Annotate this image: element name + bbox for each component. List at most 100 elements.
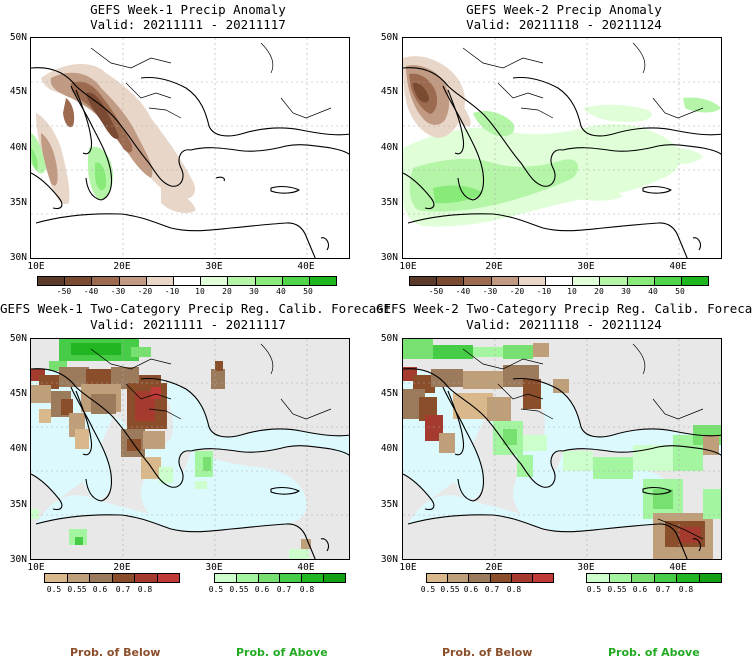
colorbar-swatch [228,277,256,285]
above-colorbar [586,573,722,583]
colorbar-tick: 10 [195,287,205,296]
colorbar-tick: 0.5 [586,585,602,594]
lon-label: 30E [577,562,595,573]
lat-label: 35N [380,499,398,510]
colorbar-ticks: -50 -40 -30 -20 -10 10 20 30 40 50 [37,287,337,297]
colorbar-tick: 0.5 [208,585,224,594]
lon-label: 40E [669,261,687,272]
below-colorbar [426,573,554,583]
colorbar-tick: -20 [137,287,153,296]
lat-label: 30N [380,252,398,263]
panel-title: GEFS Week-2 Two-Category Precip Reg. Cal… [376,301,752,316]
panel-valid-dates: Valid: 20211118 - 20211124 [466,17,662,32]
lat-label: 35N [9,499,27,510]
colorbar-swatch [699,574,721,582]
colorbar-tick: 0.55 [67,585,87,594]
colorbar-swatch [490,574,512,582]
panel-valid-dates: Valid: 20211111 - 20211117 [90,317,286,332]
panel-title: GEFS Week-2 Precip Anomaly [466,2,662,17]
colorbar-swatch [157,574,179,582]
colorbar-tick: -20 [509,287,525,296]
colorbar-tick: 0.8 [506,585,522,594]
colorbar-swatch [437,277,465,285]
colorbar-swatch [135,574,158,582]
colorbar-swatch [518,277,546,285]
lat-label: 30N [9,252,27,263]
lon-label: 10E [399,261,417,272]
colorbar-tick: 40 [648,287,658,296]
colorbar-tick: 0.7 [655,585,671,594]
colorbar-tick: 50 [303,287,313,296]
lon-label: 10E [27,261,45,272]
panel-title: GEFS Week-1 Two-Category Precip Reg. Cal… [0,301,392,316]
prob-of-above-label: Prob. of Above [236,646,328,659]
lat-label: 50N [9,333,27,344]
colorbar-swatch [573,277,601,285]
colorbar-swatch [173,277,202,285]
colorbar-swatch [600,277,628,285]
lat-label: 40N [380,142,398,153]
colorbar-tick: 30 [249,287,259,296]
colorbar-tick: 0.55 [229,585,249,594]
lon-label: 20E [113,562,131,573]
colorbar-tick: 0.5 [420,585,436,594]
colorbar-tick: -50 [56,287,72,296]
colorbar-swatch [654,574,677,582]
colorbar-swatch [201,277,229,285]
lat-label: 45N [380,388,398,399]
colorbar-swatch [67,574,90,582]
anomaly-colorbar [37,276,337,286]
colorbar-swatch [464,277,492,285]
prob-of-above-label: Prob. of Above [608,646,700,659]
lat-label: 45N [9,388,27,399]
above-colorbar-ticks: 0.5 0.55 0.6 0.7 0.8 [586,585,722,595]
colorbar-swatch [410,277,438,285]
below-colorbar-ticks: 0.5 0.55 0.6 0.7 0.8 [44,585,180,595]
below-colorbar-ticks: 0.5 0.55 0.6 0.7 0.8 [421,585,554,595]
lat-label: 50N [380,333,398,344]
colorbar-tick: 20 [222,287,232,296]
lat-label: 40N [9,443,27,454]
lat-label: 35N [380,197,398,208]
colorbar-tick: 0.55 [607,585,627,594]
colorbar-tick: 0.8 [678,585,694,594]
map-week1-probability [30,338,350,560]
colorbar-swatch [511,574,533,582]
colorbar-swatch [90,574,113,582]
lon-label: 20E [485,261,503,272]
colorbar-tick: 0.7 [276,585,292,594]
colorbar-swatch [532,574,554,582]
colorbar-swatch [38,277,66,285]
colorbar-swatch [258,574,281,582]
colorbar-swatch [324,574,345,582]
colorbar-swatch [609,574,632,582]
colorbar-swatch [587,574,610,582]
lon-label: 10E [399,562,417,573]
colorbar-swatch [427,574,449,582]
panel-title: GEFS Week-1 Precip Anomaly [90,2,286,17]
colorbar-swatch [627,277,655,285]
colorbar-ticks: -50 -40 -30 -20 -10 10 20 30 40 50 [409,287,709,297]
colorbar-swatch [112,574,135,582]
lon-label: 40E [297,261,315,272]
colorbar-swatch [677,574,700,582]
colorbar-tick: -50 [428,287,444,296]
colorbar-tick: 30 [621,287,631,296]
colorbar-tick: -30 [482,287,498,296]
colorbar-tick: -40 [455,287,471,296]
lat-label: 30N [380,554,398,565]
above-colorbar-ticks: 0.5 0.55 0.6 0.7 0.8 [209,585,346,595]
colorbar-swatch [280,574,303,582]
panel-valid-dates: Valid: 20211111 - 20211117 [90,17,286,32]
colorbar-swatch [448,574,470,582]
lon-label: 30E [205,261,223,272]
lon-label: 40E [297,562,315,573]
prob-of-below-label: Prob. of Below [70,646,161,659]
below-colorbar [44,573,180,583]
colorbar-tick: -10 [164,287,180,296]
colorbar-swatch [65,277,93,285]
colorbar-tick: 10 [567,287,577,296]
prob-of-below-label: Prob. of Below [442,646,533,659]
colorbar-tick: -30 [110,287,126,296]
lat-label: 45N [380,86,398,97]
